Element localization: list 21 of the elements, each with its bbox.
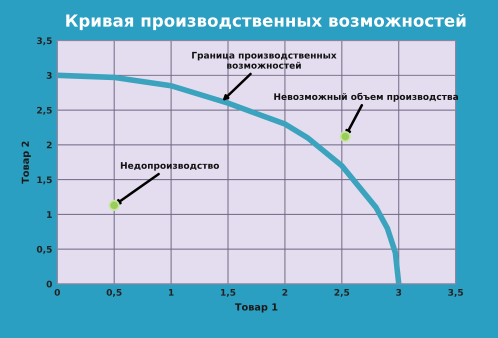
annotation: Недопроизводство [120, 162, 220, 171]
y-tick-label: 1,5 [37, 176, 52, 184]
y-tick-label: 2,5 [37, 106, 52, 115]
x-tick-label: 2,5 [334, 288, 350, 297]
x-tick-label: 3 [396, 288, 402, 296]
y-tick-label: 2 [46, 142, 52, 148]
x-axis-title: Товар 1 [234, 303, 278, 312]
y-axis-title: Товар 2 [22, 142, 31, 184]
y-tick-label: 0,5 [36, 246, 52, 254]
chart-title: Кривая производственных возможностей [66, 14, 466, 30]
x-tick-label: 3,5 [448, 288, 464, 297]
y-tick-label: 3 [46, 72, 52, 79]
x-tick-label: 1 [168, 289, 174, 296]
x-tick-label: 0 [54, 288, 60, 296]
y-tick-label: 0 [46, 280, 52, 288]
x-tick-label: 2 [282, 288, 288, 296]
x-tick-label: 1,5 [221, 289, 236, 297]
y-tick-label: 1 [47, 211, 52, 218]
x-tick-label: 0,5 [106, 288, 122, 297]
y-tick-label: 3,5 [37, 37, 52, 46]
annotation: Граница производственных возможностей [192, 52, 337, 69]
